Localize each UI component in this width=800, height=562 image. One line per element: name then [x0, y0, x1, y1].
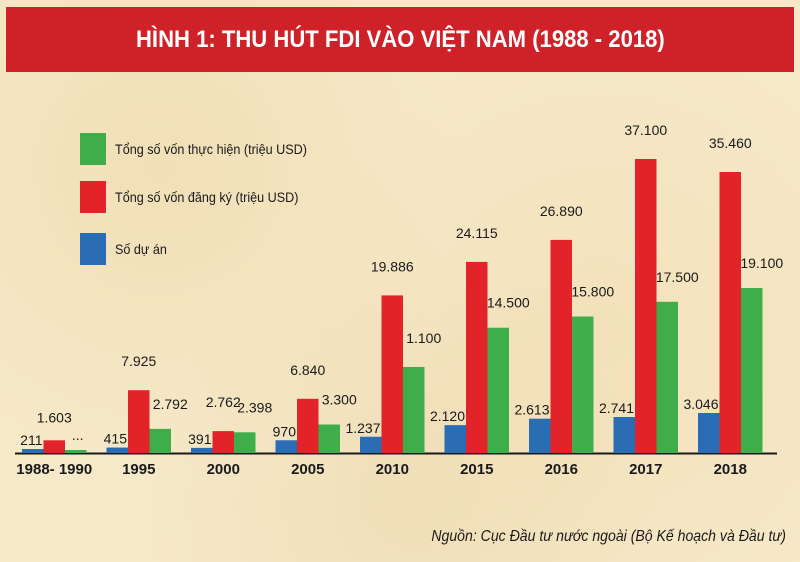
x-tick-label: 2016: [545, 461, 578, 478]
data-label-dang-ky: 2.762: [206, 394, 241, 410]
data-label-so-du-an: 2.120: [430, 408, 465, 424]
data-label-thuc-hien: 2.792: [153, 396, 188, 412]
x-tick-label: 2018: [714, 461, 747, 478]
bar-dang-ky: [128, 390, 150, 453]
bar-dang-ky: [719, 171, 741, 454]
bar-so-du-an: [529, 418, 551, 453]
bar-so-du-an: [191, 447, 213, 453]
bar-thuc-hien: [318, 424, 340, 453]
data-label-so-du-an: 2.741: [599, 400, 634, 416]
bar-dang-ky: [297, 398, 319, 453]
bar-dang-ky: [550, 239, 572, 453]
x-tick-label: 2017: [629, 461, 662, 478]
bar-chart: 211 1.603... 1988- 1990 415 7.925 2.792 1995 39…: [15, 122, 783, 478]
data-label-dang-ky: 19.886: [371, 258, 414, 274]
data-label-so-du-an: 2.613: [514, 402, 549, 418]
chart-title: HÌNH 1: THU HÚT FDI VÀO VIỆT NAM (1988 -…: [135, 25, 665, 53]
x-tick-label: 2005: [291, 461, 324, 478]
data-label-so-du-an: 211: [20, 432, 43, 448]
data-label-thuc-hien: 14.500: [487, 295, 530, 311]
data-label-dang-ky: 24.115: [456, 225, 498, 241]
x-tick-label: 2010: [376, 461, 409, 478]
data-label-so-du-an: 391: [188, 431, 212, 447]
bar-so-du-an: [275, 440, 297, 453]
legend-label-thuc-hien: Tổng số vốn thực hiện (triệu USD): [115, 141, 307, 157]
bar-thuc-hien: [149, 428, 171, 453]
legend-item-so-du-an: Số dự án: [80, 233, 173, 265]
data-label-so-du-an: 970: [273, 423, 297, 439]
bar-thuc-hien: [65, 450, 87, 453]
bar-so-du-an: [698, 413, 720, 453]
title-bar: HÌNH 1: THU HÚT FDI VÀO VIỆT NAM (1988 -…: [6, 7, 794, 72]
bar-so-du-an: [106, 447, 128, 453]
data-label-dang-ky: 1.603: [37, 409, 72, 425]
legend-item-dang-ky: Tổng số vốn đăng ký (triệu USD): [80, 181, 319, 213]
bar-so-du-an: [22, 449, 44, 453]
data-label-thuc-hien: ...: [72, 427, 84, 443]
bar-dang-ky: [43, 440, 65, 453]
x-tick-label: 2000: [207, 461, 240, 478]
bar-dang-ky: [466, 261, 488, 453]
data-label-thuc-hien: 17.500: [656, 269, 699, 285]
bar-thuc-hien: [403, 367, 425, 453]
data-label-dang-ky: 26.890: [540, 203, 583, 219]
legend-label-dang-ky: Tổng số vốn đăng ký (triệu USD): [115, 189, 299, 205]
bar-thuc-hien: [234, 432, 256, 453]
data-label-so-du-an: 415: [104, 431, 128, 447]
legend-swatch-dang-ky: [80, 181, 106, 213]
data-label-dang-ky: 37.100: [624, 122, 667, 138]
data-label-dang-ky: 6.840: [290, 362, 325, 378]
data-label-thuc-hien: 15.800: [571, 284, 614, 300]
x-tick-label: 2015: [460, 461, 493, 478]
data-label-dang-ky: 35.460: [709, 135, 752, 151]
x-tick-label: 1988- 1990: [16, 461, 92, 478]
bar-so-du-an: [360, 436, 382, 453]
data-label-thuc-hien: 1.100: [406, 330, 441, 346]
legend-swatch-so-du-an: [80, 233, 106, 265]
bar-thuc-hien: [487, 327, 509, 453]
bar-thuc-hien: [741, 288, 763, 453]
data-label-dang-ky: 7.925: [121, 353, 156, 369]
data-label-thuc-hien: 3.300: [322, 391, 357, 407]
x-tick-label: 1995: [122, 461, 155, 478]
data-label-so-du-an: 3.046: [683, 396, 718, 412]
bar-dang-ky: [381, 295, 403, 453]
data-label-so-du-an: 1.237: [345, 420, 380, 436]
data-label-thuc-hien: 19.100: [740, 255, 783, 271]
legend-swatch-thuc-hien: [80, 133, 106, 165]
bar-so-du-an: [444, 425, 466, 453]
bar-so-du-an: [613, 417, 635, 453]
source-note: Nguồn: Cục Đầu tư nước ngoài (Bộ Kế hoạc…: [431, 528, 786, 545]
bar-thuc-hien: [656, 301, 678, 453]
bar-dang-ky: [212, 431, 234, 453]
legend-item-thuc-hien: Tổng số vốn thực hiện (triệu USD): [80, 133, 328, 165]
legend-label-so-du-an: Số dự án: [115, 241, 167, 257]
bar-dang-ky: [635, 159, 657, 453]
bar-thuc-hien: [572, 316, 594, 453]
data-label-thuc-hien: 2.398: [237, 399, 272, 415]
